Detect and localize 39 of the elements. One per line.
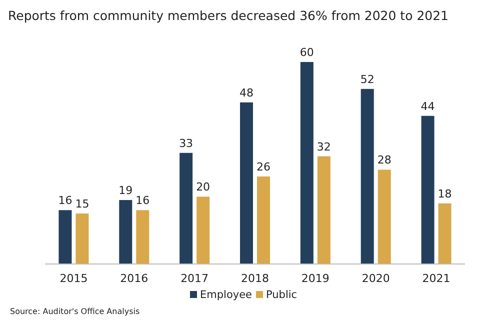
chart-title: Reports from community members decreased 36% from 2020 to 2021 bbox=[8, 8, 449, 23]
legend-label: Public bbox=[266, 289, 298, 301]
bar bbox=[421, 116, 434, 264]
data-label: 16 bbox=[58, 194, 72, 208]
data-label: 16 bbox=[136, 194, 150, 208]
data-label: 20 bbox=[196, 180, 210, 194]
data-label: 44 bbox=[420, 100, 435, 113]
bar bbox=[360, 88, 374, 264]
bar bbox=[196, 196, 210, 264]
x-tick-label: 2015 bbox=[60, 272, 88, 285]
legend-label: Employee bbox=[200, 289, 252, 301]
data-label: 52 bbox=[360, 72, 374, 86]
bar bbox=[240, 102, 253, 264]
data-label: 28 bbox=[377, 154, 392, 167]
bar bbox=[76, 214, 89, 264]
bar bbox=[378, 170, 391, 264]
x-tick-label: 2017 bbox=[180, 272, 209, 285]
x-tick-label: 2016 bbox=[120, 272, 148, 285]
x-tick-label: 2020 bbox=[362, 272, 390, 285]
bar bbox=[257, 176, 270, 264]
bar bbox=[317, 156, 330, 264]
data-label: 15 bbox=[75, 198, 90, 210]
bar bbox=[119, 200, 132, 264]
x-tick-label: 2018 bbox=[241, 272, 269, 285]
data-label: 33 bbox=[179, 136, 194, 150]
x-tick-label: 2019 bbox=[301, 272, 330, 285]
bar bbox=[300, 62, 314, 264]
data-label: 48 bbox=[240, 86, 254, 100]
x-tick-label: 2021 bbox=[422, 272, 450, 285]
data-label: 18 bbox=[438, 187, 452, 200]
data-label: 19 bbox=[118, 184, 133, 198]
bar bbox=[180, 152, 193, 264]
bar bbox=[136, 210, 150, 264]
bar bbox=[58, 210, 72, 264]
bar bbox=[438, 203, 452, 264]
data-label: 32 bbox=[316, 140, 331, 154]
data-label: 26 bbox=[256, 160, 270, 174]
source-note: Source: Auditor's Office Analysis bbox=[10, 307, 140, 316]
data-label: 60 bbox=[300, 46, 314, 59]
